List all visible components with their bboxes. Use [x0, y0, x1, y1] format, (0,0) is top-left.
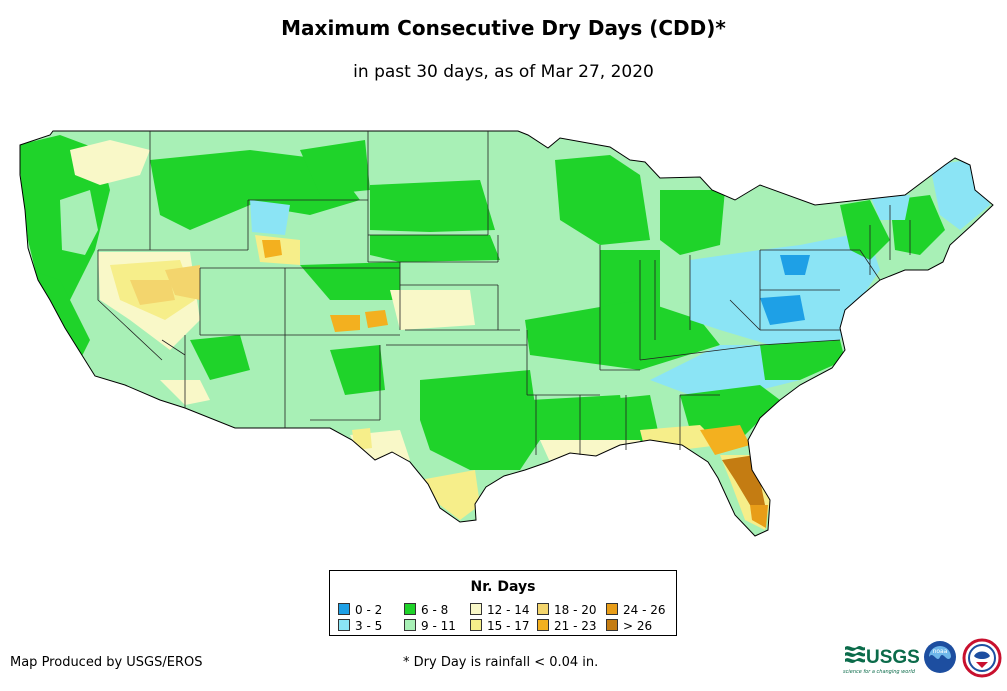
legend-swatch [537, 603, 549, 615]
noaa-logo-text: noaa [933, 648, 948, 655]
legend-swatch [606, 619, 618, 631]
cdd-region [330, 345, 385, 395]
cdd-region [60, 190, 98, 255]
legend-item-21-23: 21 - 23 [537, 619, 597, 632]
noaa-logo: noaa [924, 641, 956, 673]
legend-swatch [338, 619, 350, 631]
usgs-tagline: science for a changing world [843, 669, 915, 675]
legend-item-3-5: 3 - 5 [338, 619, 382, 632]
cdd-region [352, 428, 372, 450]
footnote-text: * Dry Day is rainfall < 0.04 in. [403, 655, 599, 670]
legend-swatch [470, 619, 482, 631]
credit-text: Map Produced by USGS/EROS [10, 655, 203, 670]
legend-swatch [338, 603, 350, 615]
cdd-region [150, 150, 360, 230]
cdd-region [840, 200, 890, 260]
cdd-region [525, 300, 720, 370]
cdd-region [555, 155, 650, 245]
legend-item-9-11: 9 - 11 [404, 619, 456, 632]
cdd-region [300, 262, 400, 300]
cdd-region [420, 470, 480, 520]
cdd-region [420, 370, 540, 470]
cdd-region [390, 290, 475, 330]
usgs-logo-text: USGS [866, 647, 919, 668]
legend-swatch [404, 619, 416, 631]
cdd-region [760, 295, 805, 325]
legend-swatch [606, 603, 618, 615]
cdd-region [262, 240, 282, 258]
cdd-region [250, 200, 290, 235]
cdd-region [750, 505, 768, 528]
legend-item-12-14: 12 - 14 [470, 603, 530, 616]
usgs-logo: USGS [845, 646, 919, 668]
cdd-region [760, 340, 845, 380]
cdd-region [370, 180, 495, 232]
state-borders [97, 131, 911, 455]
legend-item-0-2: 0 - 2 [338, 603, 382, 616]
cdd-region [165, 265, 200, 300]
legend-item-18-20: 18 - 20 [537, 603, 597, 616]
cdd-region [300, 140, 370, 195]
legend-item-24-26: 24 - 26 [606, 603, 666, 616]
cdd-region [70, 140, 150, 185]
legend-item-6-8: 6 - 8 [404, 603, 448, 616]
map-title: Maximum Consecutive Dry Days (CDD)* [281, 16, 726, 40]
cdd-region [330, 315, 360, 332]
legend-item-15-17: 15 - 17 [470, 619, 530, 632]
us-outline [19, 130, 994, 537]
cdd-region [130, 280, 175, 305]
legend-swatch [404, 603, 416, 615]
legend-item-over-26: > 26 [606, 619, 652, 632]
cdd-region [660, 190, 725, 255]
map-subtitle: in past 30 days, as of Mar 27, 2020 [353, 62, 654, 82]
legend-title: Nr. Days [470, 579, 536, 595]
cdd-region [370, 235, 500, 262]
cdd-region [780, 255, 810, 275]
legend-swatch [537, 619, 549, 631]
legend: Nr. Days 0 - 2 3 - 5 6 - 8 9 - 11 12 - 1… [329, 570, 677, 636]
cdd-region [680, 385, 780, 440]
cdd-region [700, 425, 750, 455]
cdd-region [365, 310, 388, 328]
cdd-region [190, 335, 250, 380]
nws-logo [962, 638, 1002, 678]
legend-swatch [470, 603, 482, 615]
